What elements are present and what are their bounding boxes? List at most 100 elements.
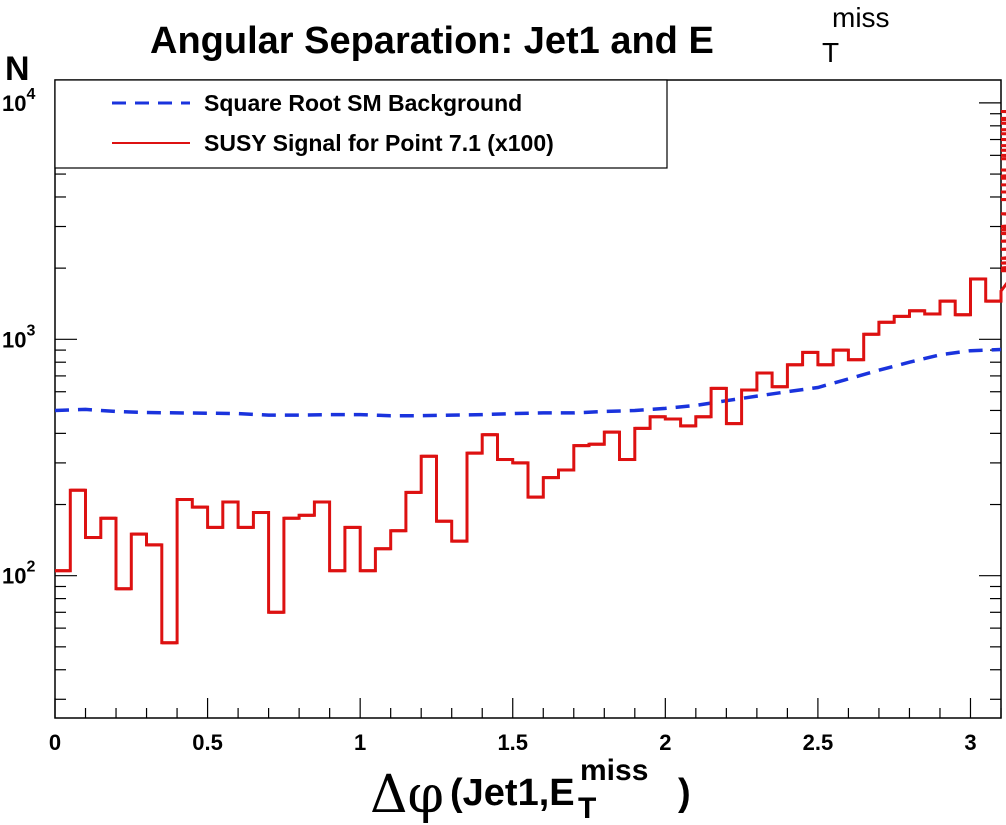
- signal-bin: [756, 371, 773, 375]
- x-tick-label: 0.5: [192, 730, 223, 755]
- y-axis-label: N: [5, 50, 30, 88]
- x-axis-ticks: 0 0.5 1 1.5 2 2.5 3: [49, 698, 1002, 755]
- x-tick-label: 0: [49, 730, 61, 755]
- x-axis-label-sup: miss: [580, 754, 648, 787]
- signal-bin: [329, 569, 345, 573]
- signal-bin: [543, 476, 559, 480]
- signal-bin: [924, 312, 940, 316]
- signal-bin: [161, 641, 178, 645]
- signal-bin: [634, 426, 651, 430]
- x-axis-label-close: ): [678, 772, 691, 814]
- chart-title: Angular Separation: Jet1 and E: [150, 20, 714, 62]
- signal-bin: [482, 433, 498, 437]
- y-tick-base: 10: [2, 327, 26, 352]
- signal-bin: [100, 516, 117, 520]
- x-axis-label-text: (Jet1,E: [450, 772, 575, 814]
- signal-bin: [817, 363, 834, 367]
- y-tick-label: 104: [2, 86, 35, 116]
- legend-label-background: Square Root SM Background: [204, 90, 522, 116]
- signal-bin: [802, 350, 818, 354]
- signal-bin: [833, 348, 849, 352]
- signal-bin: [939, 299, 956, 303]
- signal-bin: [955, 313, 971, 317]
- signal-bin: [70, 488, 86, 492]
- signal-bin: [360, 569, 376, 573]
- x-tick-label: 1: [354, 730, 366, 755]
- signal-bin: [772, 385, 788, 389]
- chart-title-main: Angular Separation: Jet1 and E: [150, 20, 714, 62]
- signal-bin: [741, 388, 757, 392]
- signal-bin: [405, 490, 422, 494]
- signal-bin: [985, 299, 1001, 303]
- signal-bin: [314, 500, 330, 504]
- signal-bin: [573, 444, 590, 448]
- signal-bin: [55, 569, 71, 573]
- signal-bin: [650, 415, 666, 419]
- chart-title-sub: T: [822, 37, 839, 68]
- series-layer: [54, 110, 1006, 645]
- y-tick-label: 103: [2, 322, 35, 352]
- y-tick-exp: 4: [26, 86, 35, 103]
- signal-bin: [268, 610, 284, 614]
- signal-bin: [85, 536, 101, 540]
- signal-bin: [421, 454, 437, 458]
- signal-bin: [344, 525, 361, 529]
- signal-bin: [894, 314, 910, 318]
- signal-bin: [848, 358, 864, 362]
- signal-bin: [192, 505, 208, 509]
- x-tick-label: 2: [659, 730, 671, 755]
- signal-bin: [665, 417, 681, 421]
- signal-bin: [390, 529, 406, 533]
- signal-bin: [177, 498, 193, 502]
- signal-bin: [497, 458, 513, 462]
- signal-bin: [711, 386, 727, 390]
- x-axis-label-symbol: Δφ: [370, 765, 444, 825]
- signal-bin: [695, 415, 712, 419]
- signal-bin: [878, 320, 895, 324]
- signal-bin: [116, 587, 132, 591]
- signal-bin: [436, 519, 452, 523]
- signal-bin: [863, 332, 879, 336]
- signal-bin: [283, 516, 300, 520]
- signal-bin: [512, 461, 528, 465]
- signal-bin: [680, 424, 696, 428]
- signal-bin: [589, 442, 605, 446]
- series-signal-line: [55, 110, 1006, 645]
- signal-bin: [619, 458, 635, 462]
- legend-label-signal: SUSY Signal for Point 7.1 (x100): [204, 130, 554, 156]
- signal-bin: [528, 495, 544, 499]
- x-axis-label-sub: T: [578, 792, 596, 825]
- legend-box: [54, 79, 668, 169]
- signal-bin: [787, 363, 803, 367]
- signal-bin: [207, 525, 223, 529]
- signal-bin: [558, 468, 574, 472]
- signal-bin: [222, 500, 239, 504]
- signal-bin: [146, 543, 162, 547]
- legend: Square Root SM Background SUSY Signal fo…: [54, 79, 668, 169]
- y-tick-label: 102: [2, 559, 35, 589]
- signal-bin: [375, 547, 391, 551]
- signal-bin: [299, 513, 315, 517]
- signal-bin: [131, 532, 147, 536]
- signal-bin: [1001, 289, 1002, 293]
- signal-bin: [253, 511, 269, 515]
- signal-bin: [909, 309, 925, 313]
- x-tick-label: 2.5: [803, 730, 834, 755]
- y-tick-exp: 3: [26, 322, 35, 339]
- signal-bin: [238, 525, 254, 529]
- x-tick-label: 1.5: [497, 730, 528, 755]
- signal-bin: [604, 430, 620, 434]
- signal-bin: [451, 539, 467, 543]
- signal-bin: [970, 277, 986, 281]
- signal-bin: [726, 422, 742, 426]
- x-tick-label: 3: [964, 730, 976, 755]
- plot-frame: [54, 79, 1002, 719]
- y-tick-exp: 2: [26, 559, 35, 576]
- y-tick-base: 10: [2, 564, 26, 589]
- signal-bin: [466, 451, 483, 455]
- y-tick-base: 10: [2, 91, 26, 116]
- chart-title-sup: miss: [832, 2, 890, 33]
- series-background-line: [54, 347, 1002, 418]
